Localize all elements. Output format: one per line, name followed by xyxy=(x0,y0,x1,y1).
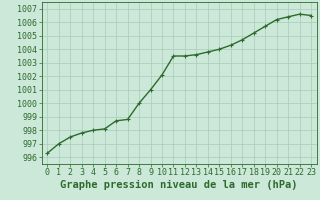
X-axis label: Graphe pression niveau de la mer (hPa): Graphe pression niveau de la mer (hPa) xyxy=(60,180,298,190)
